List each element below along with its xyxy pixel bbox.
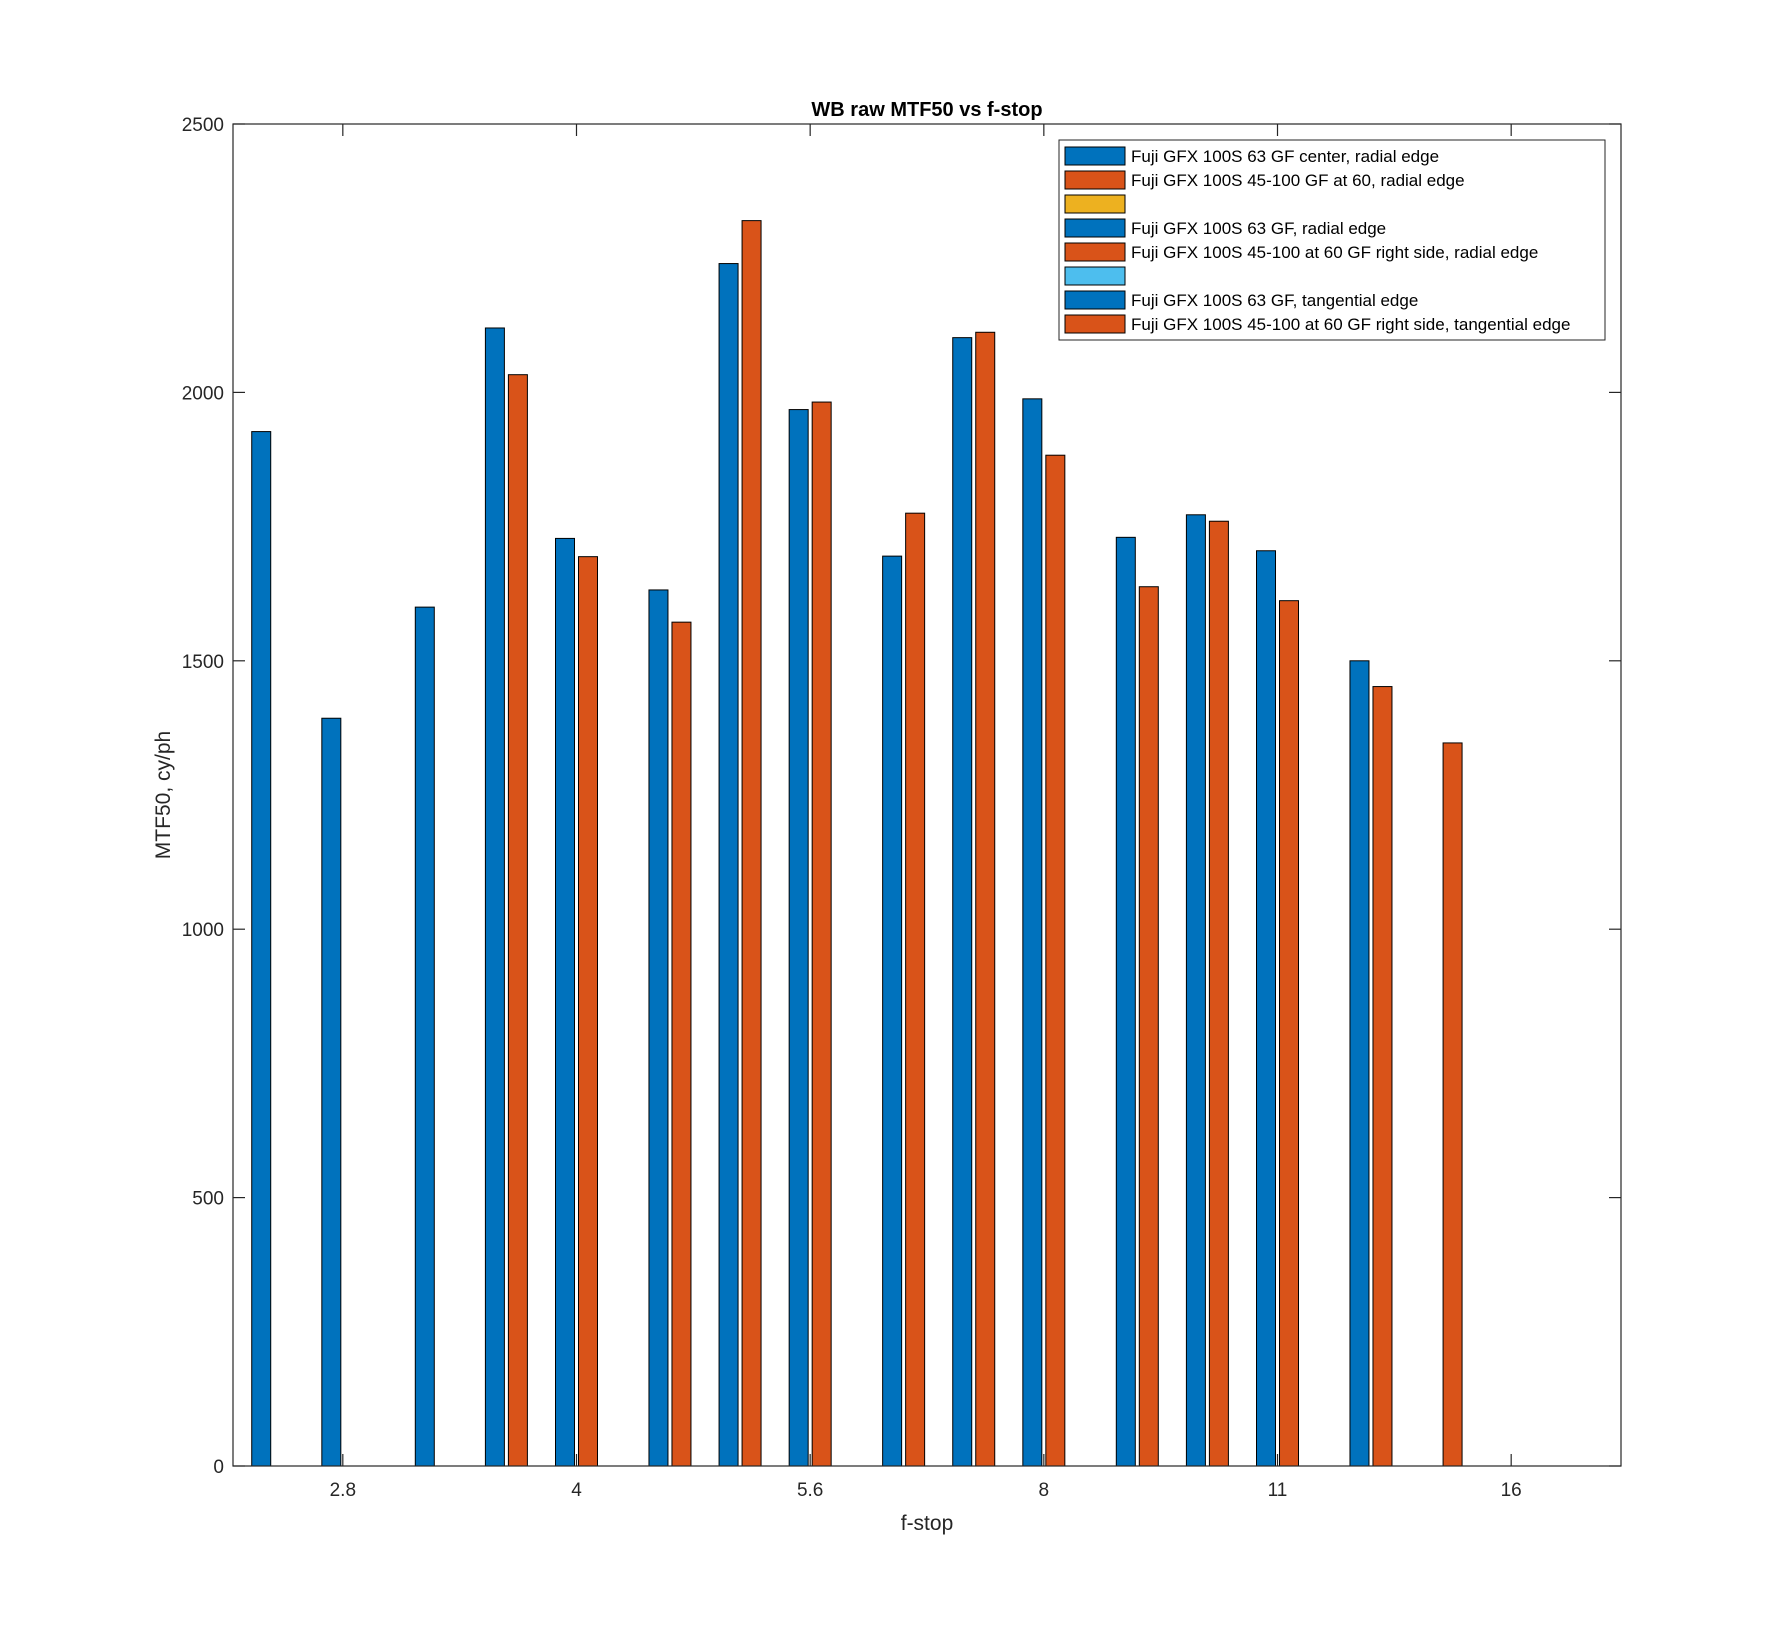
bar-left-12 (1185, 514, 1206, 1467)
bar-left-9 (952, 337, 973, 1467)
legend-label-3: Fuji GFX 100S 63 GF, radial edge (1131, 219, 1386, 238)
bar-left-1 (321, 717, 342, 1467)
bar-right-10 (1045, 454, 1066, 1467)
bar-right-13 (1279, 600, 1300, 1467)
x-tick-label-2: 5.6 (797, 1480, 823, 1501)
bar-left-0 (251, 431, 272, 1467)
y-tick-label-3: 1500 (182, 652, 224, 673)
x-tick-label-3: 8 (1039, 1480, 1050, 1501)
bar-right-5 (671, 621, 692, 1467)
ticks-layer: 0 500 1000 1500 2000 2500 2.8 4 5.6 8 11 16 (182, 115, 1621, 1501)
bar-left-14 (1349, 660, 1370, 1467)
legend-label-6: Fuji GFX 100S 63 GF, tangential edge (1131, 291, 1418, 310)
bar-right-14 (1372, 686, 1393, 1467)
x-tick-label-5: 16 (1501, 1480, 1522, 1501)
bar-right-12 (1208, 520, 1229, 1467)
legend-label-4: Fuji GFX 100S 45-100 at 60 GF right side… (1131, 243, 1538, 262)
plot-frame (232, 123, 1622, 1467)
bar-left-8 (882, 555, 903, 1467)
bar-left-3 (484, 327, 505, 1467)
bar-left-7 (788, 409, 809, 1467)
bars-layer (251, 220, 1463, 1467)
bar-left-4 (554, 537, 575, 1467)
bar-right-11 (1138, 586, 1159, 1467)
y-axis-label: MTF50, cy/ph (152, 731, 175, 859)
legend-swatch-7 (1064, 314, 1126, 334)
y-tick-label-4: 2000 (182, 383, 224, 404)
x-tick-label-1: 4 (571, 1480, 582, 1501)
bar-right-7 (811, 401, 832, 1467)
x-axis-label: f-stop (901, 1512, 954, 1535)
y-tick-label-2: 1000 (182, 920, 224, 941)
bar-right-9 (975, 331, 996, 1467)
bar-left-2 (414, 606, 435, 1467)
chart-title: WB raw MTF50 vs f-stop (811, 99, 1042, 121)
bar-right-8 (905, 512, 926, 1467)
bar-right-3 (507, 374, 528, 1467)
legend-box (1058, 139, 1606, 341)
bar-left-13 (1256, 550, 1277, 1467)
bar-right-15 (1442, 742, 1463, 1467)
y-tick-label-0: 0 (213, 1457, 224, 1478)
legend-label-0: Fuji GFX 100S 63 GF center, radial edge (1131, 147, 1439, 166)
legend-swatch-0 (1064, 146, 1126, 166)
y-tick-label-1: 500 (192, 1189, 224, 1210)
x-tick-label-0: 2.8 (330, 1480, 356, 1501)
bar-left-11 (1115, 536, 1136, 1467)
bar-right-6 (741, 220, 762, 1467)
legend-swatch-4 (1064, 242, 1126, 262)
bar-left-10 (1022, 398, 1043, 1467)
legend-swatch-5 (1064, 266, 1126, 286)
x-tick-label-4: 11 (1268, 1480, 1288, 1501)
legend-swatch-1 (1064, 170, 1126, 190)
legend-swatch-6 (1064, 290, 1126, 310)
legend-label-1: Fuji GFX 100S 45-100 GF at 60, radial ed… (1131, 171, 1465, 190)
y-tick-label-5: 2500 (182, 115, 224, 136)
bar-left-6 (718, 263, 739, 1467)
bar-right-4 (577, 556, 598, 1467)
bar-left-5 (648, 589, 669, 1467)
legend-swatch-3 (1064, 218, 1126, 238)
legend-label-7: Fuji GFX 100S 45-100 at 60 GF right side… (1131, 315, 1570, 334)
legend: Fuji GFX 100S 63 GF center, radial edge F… (1058, 139, 1606, 341)
legend-swatch-2 (1064, 194, 1126, 214)
